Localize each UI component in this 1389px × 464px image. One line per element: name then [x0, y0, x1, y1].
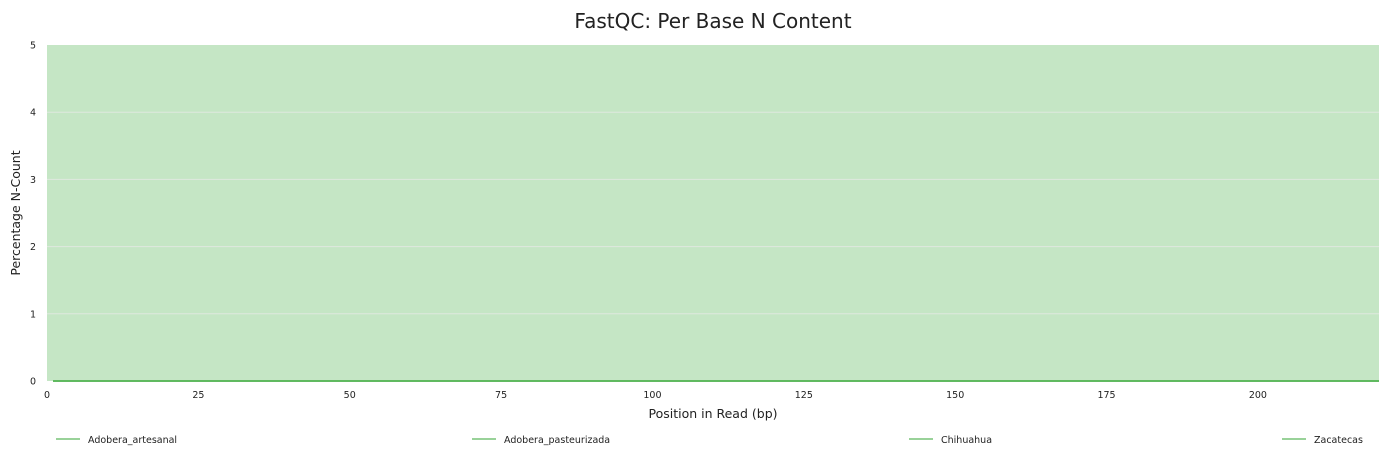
legend-item: Chihuahua — [909, 435, 992, 446]
background-band-layer — [47, 45, 1379, 381]
legend-label: Chihuahua — [941, 435, 992, 446]
x-axis-label: Position in Read (bp) — [648, 406, 777, 421]
legend-item: Adobera_pasteurizada — [472, 435, 610, 446]
x-tick-label-layer: 0 25 50 75 100 125 150 175 200 — [44, 390, 1267, 401]
legend-label: Adobera_artesanal — [88, 435, 177, 446]
x-tick-label: 100 — [643, 390, 661, 401]
y-tick-label: 4 — [30, 108, 36, 119]
grid-layer — [47, 111, 1379, 315]
x-tick-label: 200 — [1249, 390, 1267, 401]
y-tick-label: 5 — [30, 41, 36, 52]
x-tick-label: 75 — [495, 390, 507, 401]
legend-item: Adobera_artesanal — [56, 435, 177, 446]
legend: Adobera_artesanal Adobera_pasteurizada Chi… — [56, 435, 1363, 446]
legend-item: Zacatecas — [1282, 435, 1363, 446]
y-tick-label: 3 — [30, 175, 36, 186]
x-tick-label: 50 — [344, 390, 356, 401]
x-tick-label: 150 — [946, 390, 964, 401]
y-tick-label: 0 — [30, 377, 36, 388]
y-axis-label: Percentage N-Count — [8, 150, 23, 275]
y-tick-label: 1 — [30, 309, 36, 320]
chart-title: FastQC: Per Base N Content — [574, 9, 851, 33]
x-tick-label: 0 — [44, 390, 50, 401]
x-tick-label: 125 — [795, 390, 813, 401]
y-tick-label-layer: 0 1 2 3 4 5 — [30, 41, 36, 388]
x-tick-label: 25 — [192, 390, 204, 401]
legend-label: Adobera_pasteurizada — [504, 435, 610, 446]
x-tick-label: 175 — [1097, 390, 1115, 401]
y-tick-label: 2 — [30, 242, 36, 253]
legend-label: Zacatecas — [1314, 435, 1363, 446]
background-band — [47, 45, 1379, 381]
